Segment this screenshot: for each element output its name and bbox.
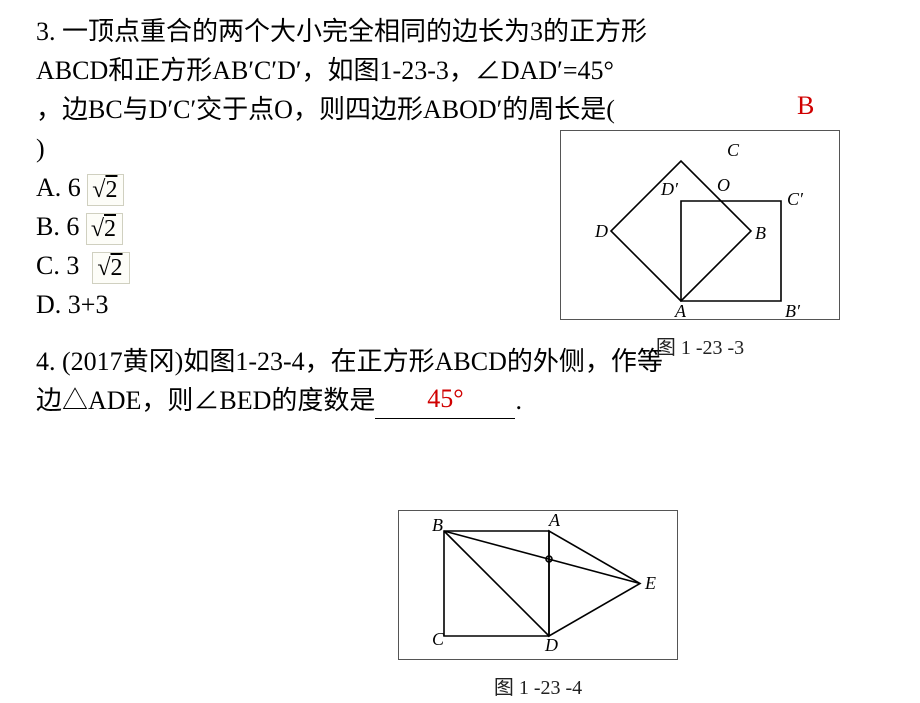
svg-text:C: C <box>727 140 740 160</box>
fig3-svg: A B C D B′ C′ D′ O <box>561 131 839 319</box>
svg-text:C′: C′ <box>787 189 804 209</box>
q3-line2: ABCD和正方形AB′C′D′，如图1-23-3，∠DAD′=45° <box>36 51 900 90</box>
sqrt-icon: √2 <box>92 252 129 284</box>
svg-text:D′: D′ <box>660 179 679 199</box>
q4-post: . <box>515 386 522 415</box>
sqrt-icon: √2 <box>86 213 123 245</box>
q4-answer-blank: 45° <box>375 379 515 419</box>
choice-c-label: C. 3 <box>36 251 79 280</box>
svg-text:B: B <box>432 515 443 535</box>
svg-text:D: D <box>594 221 608 241</box>
svg-text:C: C <box>432 629 445 649</box>
svg-text:B′: B′ <box>785 301 801 319</box>
svg-text:A: A <box>548 511 561 530</box>
choice-d-label: D. 3+3 <box>36 290 108 319</box>
choice-a-label: A. 6 <box>36 173 81 202</box>
q3-answer-overlay: B <box>797 86 814 125</box>
q4-pre: 边△ADE，则∠BED的度数是 <box>36 386 375 415</box>
svg-text:B: B <box>755 223 766 243</box>
fig4-svg: B A C D E <box>399 511 677 659</box>
figure-1-23-3: A B C D B′ C′ D′ O 图 1 -23 -3 <box>560 130 840 363</box>
q4-line2: 边△ADE，则∠BED的度数是 45°. <box>36 381 900 421</box>
fig3-caption: 图 1 -23 -3 <box>560 333 840 363</box>
svg-text:E: E <box>644 573 656 593</box>
svg-text:A: A <box>674 301 687 319</box>
figure-1-23-4: B A C D E 图 1 -23 -4 <box>398 510 678 703</box>
sqrt-icon: √2 <box>87 174 124 206</box>
svg-text:O: O <box>717 175 730 195</box>
fig4-caption: 图 1 -23 -4 <box>398 673 678 703</box>
q4-answer: 45° <box>427 384 463 413</box>
q3-line1: 3. 一顶点重合的两个大小完全相同的边长为3的正方形 <box>36 12 900 51</box>
q3-line3: ，边BC与D′C′交于点O，则四边形ABOD′的周长是( <box>36 90 900 129</box>
svg-text:D: D <box>544 635 558 655</box>
choice-b-label: B. 6 <box>36 212 79 241</box>
